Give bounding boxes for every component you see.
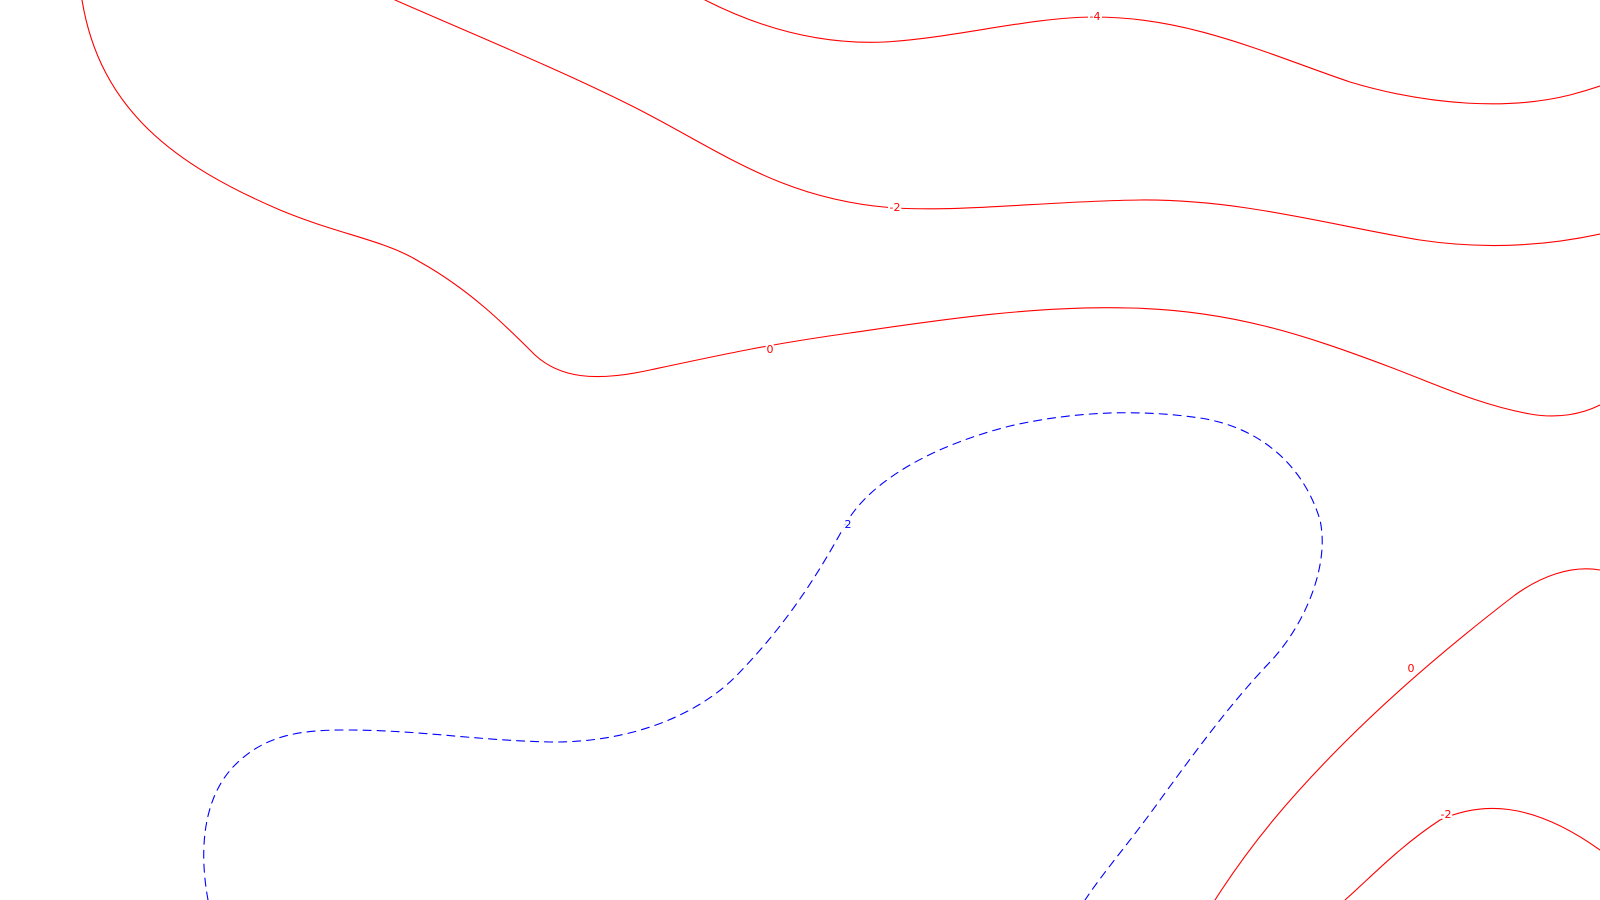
contour-line-level-minus-2-lower-right xyxy=(1344,807,1600,900)
contour-label-0: 0 xyxy=(767,343,774,356)
contour-line-level-minus-4 xyxy=(704,0,1600,105)
contour-line-level-minus-2 xyxy=(394,0,1600,247)
contour-labels: -4 -2 0 2 0 -2 xyxy=(765,8,1454,823)
contour-line-level-0-lower-right xyxy=(1214,568,1600,900)
contour-label-minus-2-lower-right: -2 xyxy=(1441,808,1452,821)
contour-label-minus-4: -4 xyxy=(1090,10,1101,23)
contour-label-minus-2: -2 xyxy=(890,201,901,214)
contour-line-level-2 xyxy=(203,412,1323,900)
contour-label-2: 2 xyxy=(845,518,852,531)
contour-line-level-0-main xyxy=(81,0,1600,417)
contour-label-0-lower-right: 0 xyxy=(1408,662,1415,675)
